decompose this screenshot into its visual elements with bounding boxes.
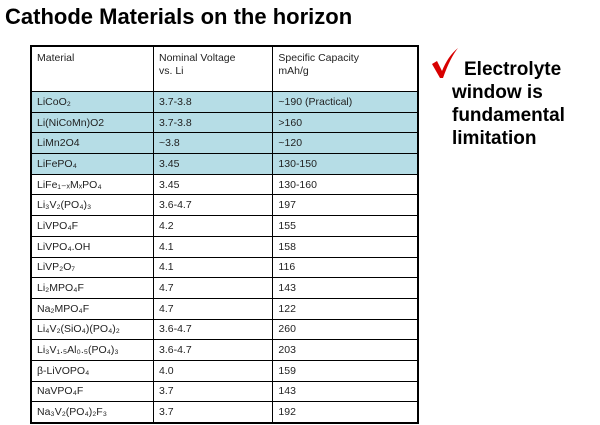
table-row: Li(NiCoMn)O2 3.7-3.8 >160 xyxy=(30,111,419,134)
table-row: LiVP₂O₇ 4.1 116 xyxy=(30,256,419,279)
note-line: window is xyxy=(452,82,543,103)
table-cell: 4.1 xyxy=(152,256,274,279)
table-cell: LiFe₁₋ₓMₓPO₄ xyxy=(30,173,154,196)
table-cell: 3.45 xyxy=(152,153,274,175)
table-cell: Li₂MPO₄F xyxy=(30,277,154,299)
table-row: Li₃V₂(PO₄)₃ 3.6-4.7 197 xyxy=(30,194,419,217)
table-row: Li₄V₂(SiO₄)(PO₄)₂ 3.6-4.7 260 xyxy=(30,318,419,341)
table-row: Na₂MPO₄F 4.7 122 xyxy=(30,297,419,320)
table-cell: ~190 (Practical) xyxy=(272,91,419,113)
header-text: vs. Li xyxy=(159,65,184,77)
table-cell: 192 xyxy=(272,401,419,424)
table-cell: 4.0 xyxy=(152,359,274,382)
table-cell: 3.7-3.8 xyxy=(152,111,274,134)
checkmark-icon xyxy=(432,48,458,78)
note-line: Electrolyte xyxy=(464,59,562,80)
table-row: NaVPO₄F 3.7 143 xyxy=(30,380,419,403)
table-cell: 130-150 xyxy=(272,153,419,175)
header-text: Specific Capacity xyxy=(278,52,359,64)
table-cell: Na₂MPO₄F xyxy=(30,297,154,320)
table-cell: 3.7 xyxy=(152,401,274,424)
table-cell: 143 xyxy=(272,380,419,403)
header-row: Material Nominal Voltage vs. Li Specific Ca… xyxy=(30,45,419,92)
header-text: mAh/g xyxy=(278,65,309,77)
table-cell: 3.7 xyxy=(152,380,274,403)
table-cell: LiVPO₄.OH xyxy=(30,235,154,258)
table-row: Li₂MPO₄F 4.7 143 xyxy=(30,277,419,299)
table-cell: β-LiVOPO₄ xyxy=(30,359,154,382)
table-cell: 130-160 xyxy=(272,173,419,196)
table-cell: 4.7 xyxy=(152,297,274,320)
header-text: Nominal Voltage xyxy=(159,52,236,64)
table-cell: Li₃V₂(PO₄)₃ xyxy=(30,194,154,217)
table-cell: 143 xyxy=(272,277,419,299)
table-cell: 159 xyxy=(272,359,419,382)
header-cell: Nominal Voltage vs. Li xyxy=(152,45,274,92)
side-note: Electrolyte window is fundamental limitatio… xyxy=(452,58,565,150)
table-cell: Li₃V₁.₅Al₀.₅(PO₄)₃ xyxy=(30,339,154,361)
header-text: Material xyxy=(37,52,75,64)
table-cell: Li(NiCoMn)O2 xyxy=(30,111,154,134)
table-cell: 4.1 xyxy=(152,235,274,258)
table-row: Li₃V₁.₅Al₀.₅(PO₄)₃ 3.6-4.7 203 xyxy=(30,339,419,361)
header-cell: Material xyxy=(30,45,154,92)
table-row: LiCoO₂ 3.7-3.8 ~190 (Practical) xyxy=(30,91,419,113)
table-cell: 3.7-3.8 xyxy=(152,91,274,113)
slide-title: Cathode Materials on the horizon xyxy=(5,4,353,29)
table-cell: 197 xyxy=(272,194,419,217)
table-row: LiFePO₄ 3.45 130-150 xyxy=(30,153,419,175)
table-cell: 203 xyxy=(272,339,419,361)
table-cell: 3.6-4.7 xyxy=(152,339,274,361)
table-cell: ~3.8 xyxy=(152,132,274,155)
table-cell: NaVPO₄F xyxy=(30,380,154,403)
table-cell: >160 xyxy=(272,111,419,134)
table-cell: LiCoO₂ xyxy=(30,91,154,113)
table-cell: Na₃V₂(PO₄)₂F₃ xyxy=(30,401,154,424)
table-body: LiCoO₂ 3.7-3.8 ~190 (Practical) Li(NiCoMn)O… xyxy=(30,91,419,424)
table-cell: 3.45 xyxy=(152,173,274,196)
table-cell: 3.6-4.7 xyxy=(152,194,274,217)
table-cell: 4.7 xyxy=(152,277,274,299)
table-cell: Li₄V₂(SiO₄)(PO₄)₂ xyxy=(30,318,154,341)
table-cell: 3.6-4.7 xyxy=(152,318,274,341)
table-row: LiMn2O4 ~3.8 ~120 xyxy=(30,132,419,155)
table-row: β-LiVOPO₄ 4.0 159 xyxy=(30,359,419,382)
table-cell: ~120 xyxy=(272,132,419,155)
table-cell: 116 xyxy=(272,256,419,279)
header-cell: Specific Capacity mAh/g xyxy=(272,45,419,92)
table-cell: LiFePO₄ xyxy=(30,153,154,175)
note-line: limitation xyxy=(452,128,537,149)
table-row: LiVPO₄.OH 4.1 158 xyxy=(30,235,419,258)
table-row: LiFe₁₋ₓMₓPO₄ 3.45 130-160 xyxy=(30,173,419,196)
table-cell: LiVPO₄F xyxy=(30,215,154,237)
table-cell: 260 xyxy=(272,318,419,341)
table-cell: LiMn2O4 xyxy=(30,132,154,155)
table-cell: 155 xyxy=(272,215,419,237)
note-line: fundamental xyxy=(452,105,565,126)
table-cell: 122 xyxy=(272,297,419,320)
table-row: Na₃V₂(PO₄)₂F₃ 3.7 192 xyxy=(30,401,419,424)
table-cell: 158 xyxy=(272,235,419,258)
materials-table: Material Nominal Voltage vs. Li Specific Ca… xyxy=(30,45,419,424)
table-row: LiVPO₄F 4.2 155 xyxy=(30,215,419,237)
table-cell: 4.2 xyxy=(152,215,274,237)
table-cell: LiVP₂O₇ xyxy=(30,256,154,279)
